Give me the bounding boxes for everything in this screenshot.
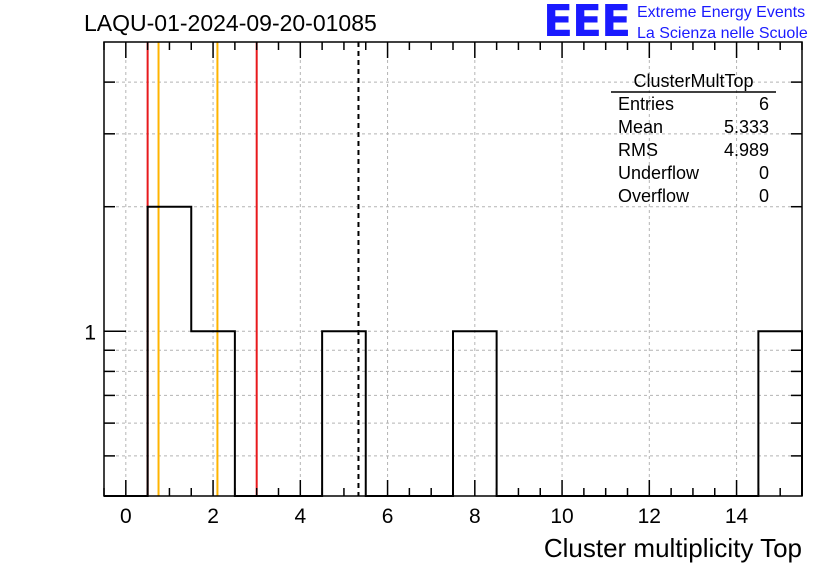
stats-label: Mean (618, 117, 663, 137)
stats-value: 4.989 (724, 140, 769, 160)
y-tick-label: 1 (84, 321, 96, 344)
histogram-bin (758, 331, 802, 496)
stats-box: ClusterMultTop Entries 6 Mean 5.333 RMS 4.989 U… (611, 71, 776, 206)
stats-label: Overflow (618, 186, 690, 206)
logo-line-1: Extreme Energy Events (637, 4, 806, 21)
x-tick-label: 4 (294, 505, 306, 528)
eee-logo: EEE (543, 0, 631, 47)
histogram-bars (104, 205, 803, 497)
x-axis-label: Cluster multiplicity Top (543, 533, 802, 563)
stats-value: 6 (759, 94, 769, 114)
histogram-outline (104, 205, 803, 497)
x-tick-label: 10 (550, 505, 573, 528)
stats-label: Entries (618, 94, 674, 114)
x-tick-label: 14 (725, 505, 749, 528)
marker-lines (146, 42, 360, 496)
histogram-bin (148, 207, 192, 496)
stats-value: 5.333 (724, 117, 769, 137)
x-tick-label: 8 (469, 505, 481, 528)
stats-value: 0 (759, 163, 769, 183)
x-tick-label: 6 (382, 505, 394, 528)
stats-label: Underflow (618, 163, 700, 183)
stats-title: ClusterMultTop (633, 71, 753, 91)
chart-title: LAQU-01-2024-09-20-01085 (84, 10, 377, 36)
x-tick-label: 12 (638, 505, 661, 528)
x-tick-label: 0 (120, 505, 132, 528)
stats-value: 0 (759, 186, 769, 206)
x-tick-label: 2 (207, 505, 219, 528)
axis-ticks (103, 42, 803, 496)
tick-labels: 0 2 4 6 8 10 12 14 1 (84, 321, 748, 528)
logo-line-2: La Scienza nelle Scuole (637, 25, 808, 42)
stats-label: RMS (618, 140, 658, 160)
